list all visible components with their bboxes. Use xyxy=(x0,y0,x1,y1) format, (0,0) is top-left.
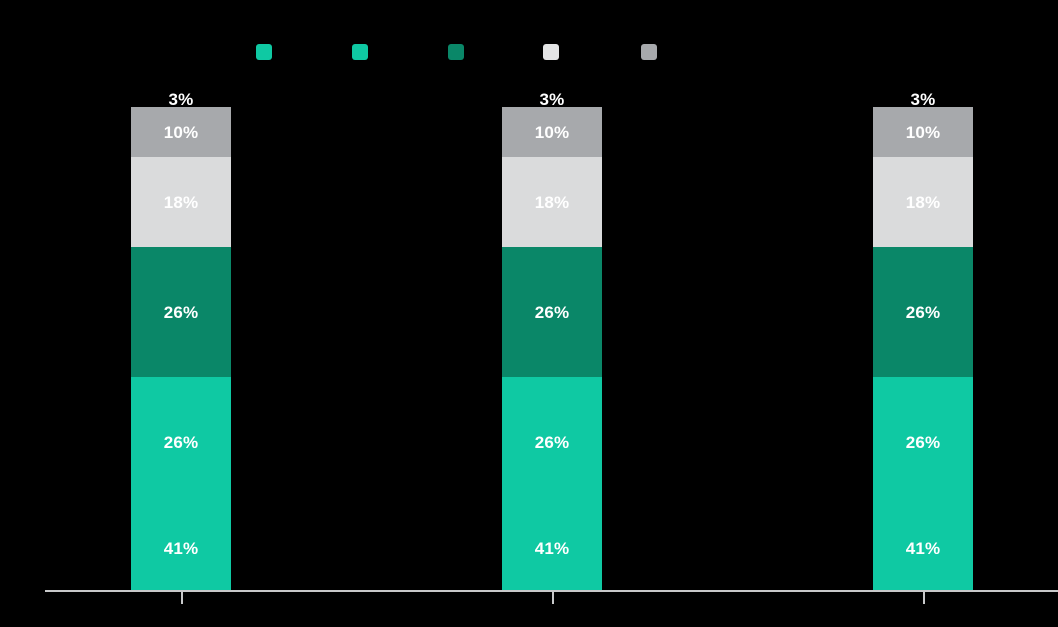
legend-swatch-teal-1 xyxy=(256,44,272,60)
segment-value-label: 26% xyxy=(534,302,570,322)
segment-value-label: 41% xyxy=(163,539,199,558)
bar-segment-3pct: 3% xyxy=(502,92,602,109)
segment-value-label: 18% xyxy=(905,192,941,212)
segment-value-label: 26% xyxy=(534,432,570,452)
segment-value-label: 3% xyxy=(168,92,194,109)
x-axis-line xyxy=(45,590,1058,592)
bar-segment-41pct: 41% xyxy=(502,507,602,590)
segment-value-label: 26% xyxy=(905,302,941,322)
segment-value-label: 3% xyxy=(910,92,936,109)
segment-value-label: 10% xyxy=(534,122,570,142)
bar-segment-26pct: 26% xyxy=(502,247,602,377)
segment-value-label: 10% xyxy=(163,122,199,142)
x-axis-tick xyxy=(181,590,183,604)
segment-value-label: 18% xyxy=(534,192,570,212)
x-axis-tick xyxy=(923,590,925,604)
legend-swatch-dark-green xyxy=(448,44,464,60)
bar-segment-10pct: 10% xyxy=(502,107,602,157)
stacked-bar-3: 3% 10% 18% 26% 26% 41% xyxy=(873,92,973,590)
segment-value-label: 41% xyxy=(905,539,941,558)
legend-swatch-medium-gray xyxy=(641,44,657,60)
bar-segment-10pct: 10% xyxy=(131,107,231,157)
bar-segment-18pct: 18% xyxy=(131,157,231,247)
bar-segment-26pct: 26% xyxy=(873,247,973,377)
legend-swatch-teal-2 xyxy=(352,44,368,60)
segment-value-label: 26% xyxy=(163,302,199,322)
legend-swatch-light-gray xyxy=(543,44,559,60)
bar-segment-26pct: 26% xyxy=(502,377,602,507)
segment-value-label: 26% xyxy=(905,432,941,452)
bar-segment-10pct: 10% xyxy=(873,107,973,157)
bar-segment-26pct: 26% xyxy=(873,377,973,507)
stacked-bar-1: 3% 10% 18% 26% 26% 41% xyxy=(131,92,231,590)
bar-segment-3pct: 3% xyxy=(873,92,973,109)
bar-segment-18pct: 18% xyxy=(873,157,973,247)
bar-segment-18pct: 18% xyxy=(502,157,602,247)
segment-value-label: 3% xyxy=(539,92,565,109)
bar-segment-26pct: 26% xyxy=(131,377,231,507)
segment-value-label: 26% xyxy=(163,432,199,452)
bar-segment-3pct: 3% xyxy=(131,92,231,109)
segment-value-label: 10% xyxy=(905,122,941,142)
bar-segment-41pct: 41% xyxy=(131,507,231,590)
segment-value-label: 18% xyxy=(163,192,199,212)
bar-segment-41pct: 41% xyxy=(873,507,973,590)
segment-value-label: 41% xyxy=(534,539,570,558)
x-axis-tick xyxy=(552,590,554,604)
stacked-bar-2: 3% 10% 18% 26% 26% 41% xyxy=(502,92,602,590)
bar-segment-26pct: 26% xyxy=(131,247,231,377)
